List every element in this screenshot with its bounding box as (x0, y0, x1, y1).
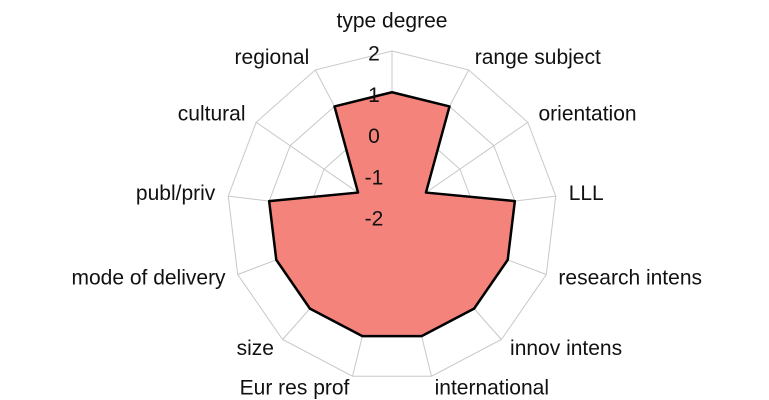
category-label: orientation (538, 102, 636, 125)
category-label: regional (235, 46, 310, 69)
category-label: cultural (178, 102, 246, 125)
r-tick-label: 2 (368, 43, 380, 66)
category-label: type degree (337, 10, 448, 33)
category-label: research intens (558, 267, 702, 290)
category-label: mode of delivery (71, 267, 226, 290)
category-label: range subject (475, 46, 601, 69)
radar-area (267, 91, 517, 338)
category-label: innov intens (510, 337, 622, 360)
r-tick-label: 0 (368, 125, 380, 148)
category-label: size (237, 337, 274, 360)
category-label: international (435, 376, 549, 399)
r-tick-label: -2 (365, 208, 384, 231)
category-label: Eur res prof (240, 376, 350, 399)
category-label: publ/priv (136, 182, 216, 205)
category-label: LLL (569, 182, 604, 205)
r-tick-label: -1 (365, 166, 384, 189)
r-tick-label: 1 (368, 84, 380, 107)
grid-ring (227, 50, 557, 377)
